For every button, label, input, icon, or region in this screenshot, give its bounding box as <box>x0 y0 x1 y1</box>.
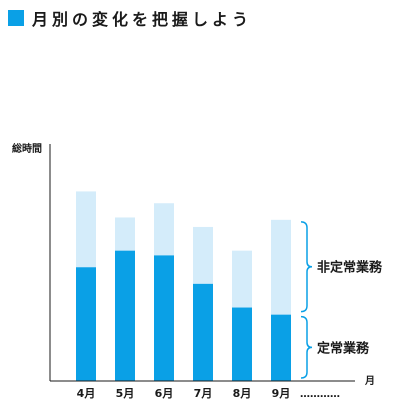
bar-routine-4 <box>193 283 213 381</box>
bar-routine-6 <box>271 314 291 381</box>
legend-bracket-routine <box>300 315 313 379</box>
bar-nonroutine-2 <box>115 217 135 251</box>
bar-routine-3 <box>154 255 174 381</box>
bar-nonroutine-1 <box>76 191 96 268</box>
x-tick-label: 9月 <box>272 387 291 400</box>
bar-routine-5 <box>232 307 252 381</box>
x-tick-label: 4月 <box>77 387 96 400</box>
legend-label-nonroutine: 非定常業務 <box>317 260 383 276</box>
x-tick-label: 8月 <box>233 387 252 400</box>
title-row: 月別の変化を把握しよう <box>8 8 253 29</box>
x-tick-label: 7月 <box>194 387 213 400</box>
title-square-icon <box>8 10 24 26</box>
legend-label-routine: 定常業務 <box>316 340 370 356</box>
bar-nonroutine-4 <box>193 226 213 284</box>
bar-nonroutine-5 <box>232 250 252 308</box>
x-tick-labels: 4月 5月 6月 7月 8月 9月 <box>77 387 291 400</box>
x-tick-label: 5月 <box>116 387 135 400</box>
x-axis-label: 月 <box>364 375 375 387</box>
x-axis-trailing-dots: ………… <box>300 389 340 400</box>
bar-routine-2 <box>115 250 135 381</box>
bars-group <box>76 191 291 381</box>
bar-routine-1 <box>76 267 96 381</box>
bar-nonroutine-6 <box>271 219 291 315</box>
y-axis-label: 総時間 <box>12 142 42 155</box>
bar-nonroutine-3 <box>154 203 174 256</box>
legend-bracket-nonroutine <box>300 221 313 313</box>
page-title: 月別の変化を把握しよう <box>32 10 253 29</box>
x-tick-label: 6月 <box>155 387 174 400</box>
